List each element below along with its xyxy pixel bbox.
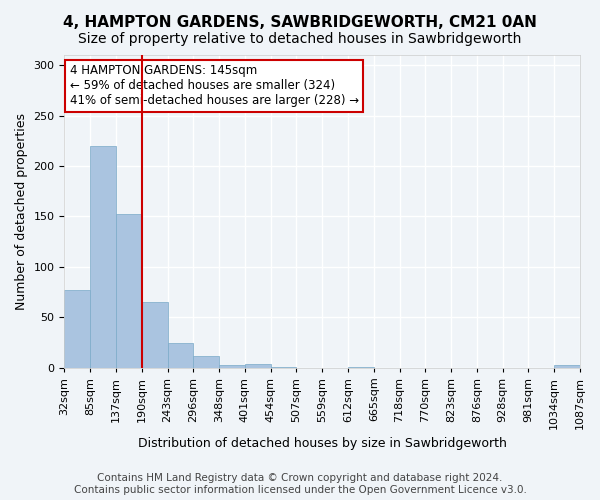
Bar xyxy=(90,146,116,368)
Text: 4, HAMPTON GARDENS, SAWBRIDGEWORTH, CM21 0AN: 4, HAMPTON GARDENS, SAWBRIDGEWORTH, CM21… xyxy=(63,15,537,30)
Bar xyxy=(271,366,296,368)
Bar xyxy=(554,364,580,368)
X-axis label: Distribution of detached houses by size in Sawbridgeworth: Distribution of detached houses by size … xyxy=(138,437,506,450)
Text: Size of property relative to detached houses in Sawbridgeworth: Size of property relative to detached ho… xyxy=(79,32,521,46)
Bar xyxy=(142,302,167,368)
Y-axis label: Number of detached properties: Number of detached properties xyxy=(15,113,28,310)
Bar xyxy=(219,364,245,368)
Bar xyxy=(64,290,90,368)
Bar xyxy=(116,214,142,368)
Text: Contains HM Land Registry data © Crown copyright and database right 2024.
Contai: Contains HM Land Registry data © Crown c… xyxy=(74,474,526,495)
Bar xyxy=(245,364,271,368)
Bar xyxy=(167,344,193,367)
Text: 4 HAMPTON GARDENS: 145sqm
← 59% of detached houses are smaller (324)
41% of semi: 4 HAMPTON GARDENS: 145sqm ← 59% of detac… xyxy=(70,64,359,108)
Bar xyxy=(348,366,374,368)
Bar xyxy=(193,356,219,368)
